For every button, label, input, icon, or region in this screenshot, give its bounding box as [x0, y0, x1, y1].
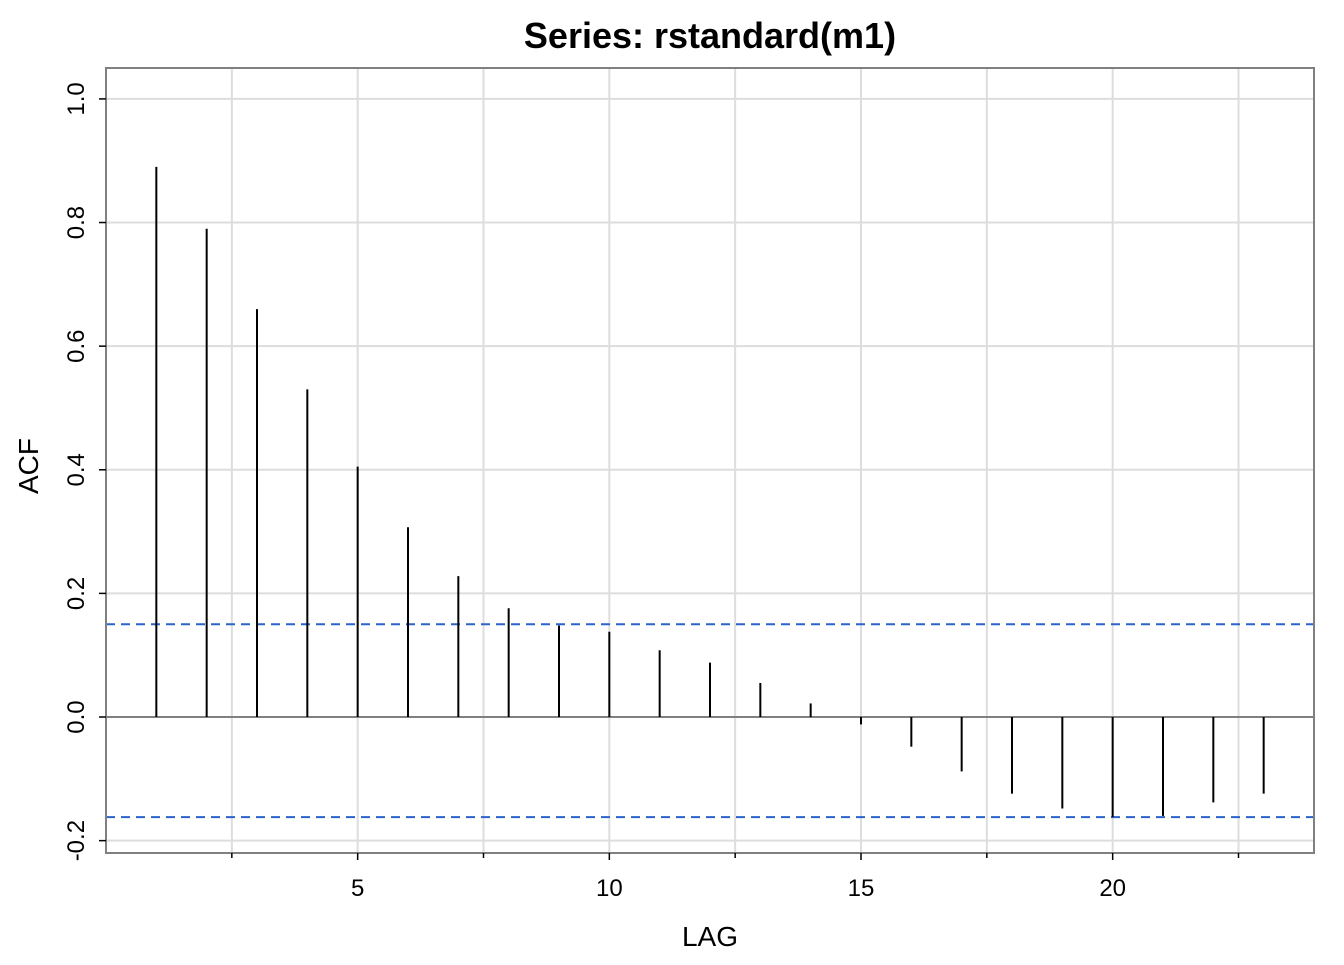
x-tick-label: 5 — [351, 875, 364, 902]
x-tick-label: 10 — [596, 875, 623, 902]
y-tick-label: 0.6 — [63, 329, 90, 362]
y-tick-label: 0.4 — [63, 453, 90, 486]
y-axis-label: ACF — [13, 438, 44, 494]
y-tick-label: 0.2 — [63, 577, 90, 610]
y-tick-label: -0.2 — [63, 820, 90, 861]
y-tick-label: 0.8 — [63, 206, 90, 239]
y-tick-label: 0.0 — [63, 700, 90, 733]
y-tick-label: 1.0 — [63, 82, 90, 115]
x-axis-label: LAG — [682, 921, 738, 952]
axis-ticks: 5 10 15 20 -0.2 0.0 0.2 0.4 0.6 0.8 1.0 — [63, 82, 1240, 902]
grid-layer — [106, 68, 1314, 853]
x-tick-label: 20 — [1099, 875, 1126, 902]
reference-lines — [106, 623, 1314, 819]
chart-title: Series: rstandard(m1) — [524, 15, 896, 56]
x-tick-label: 15 — [848, 875, 875, 902]
acf-stems — [155, 166, 1265, 818]
plot-frame — [105, 67, 1315, 854]
